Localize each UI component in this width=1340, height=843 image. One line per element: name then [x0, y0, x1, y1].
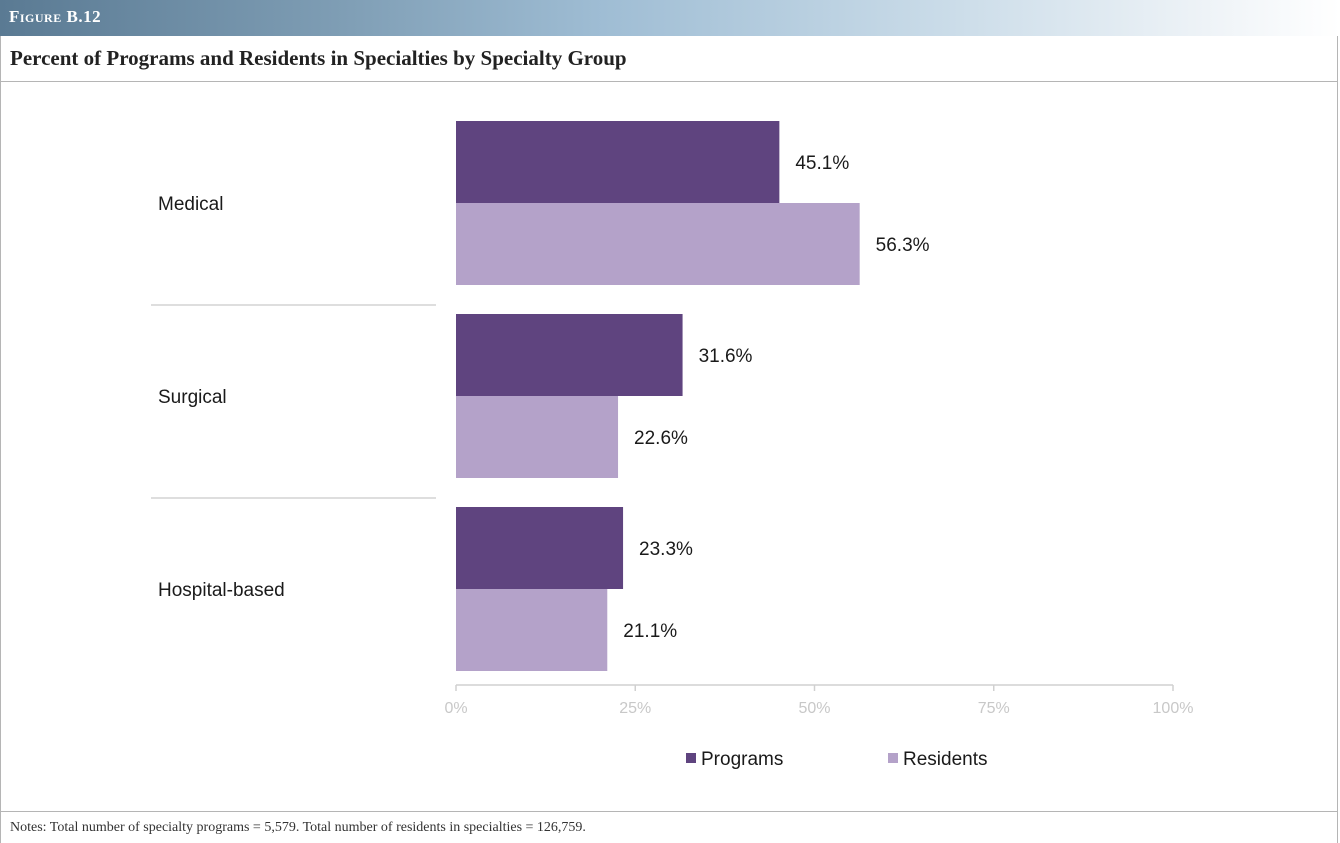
- bar-programs: [456, 507, 624, 589]
- bar-residents: [456, 589, 608, 671]
- data-label: 22.6%: [634, 428, 688, 449]
- x-tick-label: 75%: [978, 700, 1010, 717]
- figure-frame: [0, 36, 1338, 843]
- data-label: 23.3%: [639, 539, 693, 560]
- chart-notes: Notes: Total number of specialty program…: [10, 820, 586, 835]
- x-tick-label: 50%: [798, 700, 830, 717]
- legend-label-programs: Programs: [701, 749, 783, 770]
- chart-title: Percent of Programs and Residents in Spe…: [10, 46, 627, 70]
- x-tick-label: 25%: [619, 700, 651, 717]
- data-label: 21.1%: [623, 621, 677, 642]
- bar-programs: [456, 121, 780, 203]
- bar-residents: [456, 396, 619, 478]
- figure-label: Figure B.12: [9, 7, 102, 26]
- bar-residents: [456, 203, 860, 285]
- legend-swatch-residents: [888, 753, 898, 763]
- notes-divider: [0, 811, 1338, 812]
- title-divider: [0, 81, 1338, 82]
- x-tick-label: 0%: [444, 700, 467, 717]
- legend-swatch-programs: [686, 753, 696, 763]
- data-label: 31.6%: [699, 346, 753, 367]
- data-label: 56.3%: [876, 235, 930, 256]
- legend-label-residents: Residents: [903, 749, 988, 770]
- figure-header-band: Figure B.12: [0, 0, 1340, 36]
- x-tick-label: 100%: [1153, 700, 1194, 717]
- category-label: Hospital-based: [158, 580, 285, 601]
- category-label: Medical: [158, 194, 223, 215]
- category-label: Surgical: [158, 387, 227, 408]
- bar-programs: [456, 314, 683, 396]
- data-label: 45.1%: [795, 153, 849, 174]
